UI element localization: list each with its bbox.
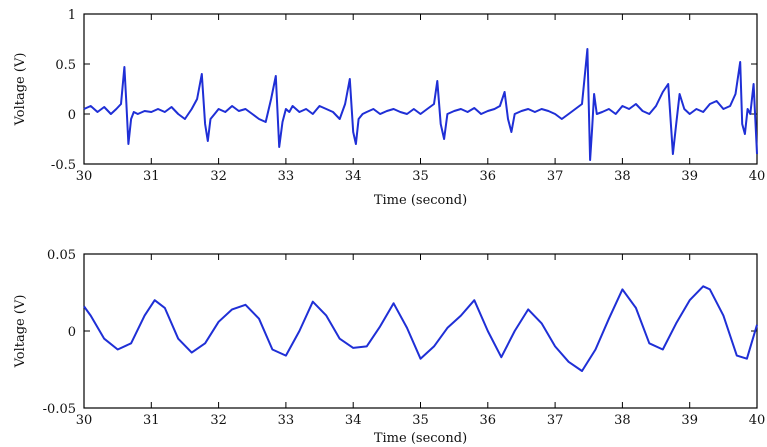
bottom-y-tick-label: -0.05 bbox=[43, 402, 76, 417]
top-ticks: 30 31 32 33 34 35 36 37 38 39 40 -0.5 0 0.5 1 bbox=[51, 8, 765, 184]
bottom-x-tick-label: 33 bbox=[278, 413, 295, 428]
top-chart: 30 31 32 33 34 35 36 37 38 39 40 -0.5 0 0.5 1 Time (se… bbox=[13, 8, 765, 208]
top-x-axis-label: Time (second) bbox=[374, 193, 467, 208]
top-voltage-line bbox=[83, 48, 758, 161]
top-x-tick-label: 32 bbox=[210, 169, 227, 184]
top-y-tick-label: 0.5 bbox=[55, 58, 76, 73]
bottom-voltage-line bbox=[83, 285, 758, 372]
top-x-tick-label: 37 bbox=[547, 169, 564, 184]
top-y-tick-label: 1 bbox=[68, 8, 76, 23]
top-x-tick-label: 39 bbox=[681, 169, 698, 184]
top-x-tick-label: 40 bbox=[749, 169, 766, 184]
top-x-tick-label: 36 bbox=[480, 169, 497, 184]
top-y-tick-label: 0 bbox=[68, 108, 76, 123]
top-plot-frame bbox=[83, 13, 758, 165]
bottom-x-axis-label: Time (second) bbox=[374, 431, 467, 446]
bottom-x-tick-label: 32 bbox=[210, 413, 227, 428]
bottom-y-tick-label: 0 bbox=[68, 325, 76, 340]
top-x-tick-label: 38 bbox=[614, 169, 631, 184]
top-x-tick-label: 30 bbox=[76, 169, 93, 184]
bottom-x-tick-label: 37 bbox=[547, 413, 564, 428]
bottom-x-tick-label: 39 bbox=[681, 413, 698, 428]
top-y-axis-label: Voltage (V) bbox=[13, 53, 28, 127]
bottom-x-tick-label: 38 bbox=[614, 413, 631, 428]
top-x-tick-label: 35 bbox=[412, 169, 429, 184]
bottom-x-tick-label: 30 bbox=[76, 413, 93, 428]
bottom-plot-frame bbox=[83, 253, 758, 409]
bottom-x-tick-label: 40 bbox=[749, 413, 766, 428]
bottom-x-tick-label: 34 bbox=[345, 413, 362, 428]
bottom-chart: 30 31 32 33 34 35 36 37 38 39 40 -0.05 0 0.05 Time (s… bbox=[13, 248, 765, 446]
bottom-x-tick-label: 36 bbox=[480, 413, 497, 428]
bottom-x-tick-label: 35 bbox=[412, 413, 429, 428]
top-x-tick-label: 31 bbox=[143, 169, 160, 184]
top-x-tick-label: 34 bbox=[345, 169, 362, 184]
bottom-x-tick-label: 31 bbox=[143, 413, 160, 428]
bottom-ticks: 30 31 32 33 34 35 36 37 38 39 40 -0.05 0 0.05 bbox=[43, 248, 766, 428]
bottom-y-axis-label: Voltage (V) bbox=[13, 295, 28, 369]
top-y-tick-label: -0.5 bbox=[51, 158, 76, 173]
top-x-tick-label: 33 bbox=[278, 169, 295, 184]
bottom-y-tick-label: 0.05 bbox=[47, 248, 76, 263]
